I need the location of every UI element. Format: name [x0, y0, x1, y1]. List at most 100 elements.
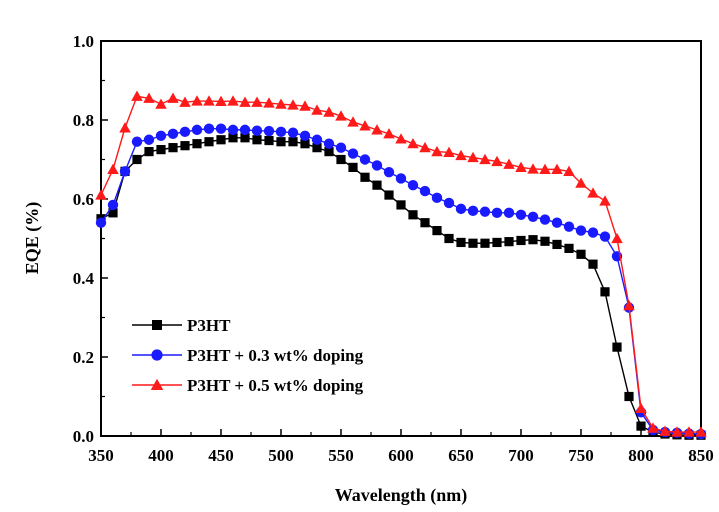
- data-point-p3ht: [408, 210, 418, 220]
- data-point-p3ht-0-3: [107, 199, 119, 211]
- data-point-p3ht-0-3: [311, 134, 323, 145]
- data-point-p3ht-0-3: [419, 185, 431, 197]
- data-point-p3ht-0-5: [503, 158, 515, 169]
- legend-item: P3HT + 0.3 wt% doping: [132, 346, 364, 365]
- data-point-p3ht-0-3: [467, 205, 479, 217]
- data-point-p3ht-0-5: [695, 426, 707, 437]
- data-point-p3ht-0-5: [599, 195, 611, 206]
- data-point-p3ht: [576, 249, 586, 259]
- data-point-p3ht-0-5: [107, 163, 119, 174]
- data-point-p3ht-0-3: [263, 125, 275, 137]
- data-point-p3ht-0-3: [347, 148, 359, 159]
- data-point-p3ht: [540, 236, 550, 246]
- data-point-p3ht-0-3: [335, 142, 347, 153]
- data-point-p3ht-0-3: [575, 225, 587, 236]
- x-axis-ticks: 350 400 450 500 550 600 650 700 750 800 850: [88, 429, 714, 465]
- data-point-p3ht: [420, 218, 430, 228]
- data-point-p3ht-0-5: [431, 145, 443, 157]
- data-point-p3ht: [360, 172, 370, 182]
- data-point-p3ht-0-3: [563, 221, 575, 232]
- data-point-p3ht-0-3: [551, 217, 563, 228]
- data-point-p3ht-0-5: [491, 155, 503, 167]
- legend-marker: [152, 320, 162, 330]
- data-point-p3ht: [228, 133, 238, 143]
- data-point-p3ht-0-5: [179, 96, 191, 107]
- data-point-p3ht: [144, 147, 154, 157]
- data-point-p3ht: [492, 237, 502, 248]
- x-tick-label: 450: [208, 446, 234, 465]
- y-tick-label: 0.2: [73, 348, 94, 367]
- data-point-p3ht: [216, 135, 226, 145]
- data-point-p3ht-0-5: [143, 92, 155, 103]
- data-point-p3ht: [204, 137, 214, 147]
- data-point-p3ht: [264, 135, 274, 146]
- data-point-p3ht-0-5: [323, 106, 335, 117]
- data-point-p3ht-0-5: [443, 146, 455, 157]
- data-point-p3ht-0-5: [539, 163, 551, 174]
- data-point-p3ht-0-5: [287, 99, 299, 110]
- data-point-p3ht-0-5: [347, 116, 359, 127]
- data-point-p3ht: [636, 421, 646, 431]
- data-point-p3ht: [480, 238, 490, 248]
- data-point-p3ht-0-5: [383, 128, 395, 139]
- data-point-p3ht-0-3: [539, 214, 551, 225]
- data-point-p3ht: [312, 143, 322, 153]
- x-tick-label: 400: [148, 446, 174, 465]
- legend-item: P3HT: [132, 316, 231, 335]
- data-point-p3ht-0-3: [515, 209, 527, 220]
- data-point-p3ht-0-3: [491, 207, 503, 219]
- data-point-p3ht-0-3: [407, 179, 419, 191]
- series-p3ht-0-5: [95, 90, 707, 437]
- data-point-p3ht-0-3: [179, 126, 191, 138]
- data-point-p3ht-0-3: [599, 231, 611, 242]
- data-point-p3ht-0-5: [239, 96, 251, 107]
- data-point-p3ht: [276, 137, 286, 147]
- data-point-p3ht: [240, 133, 250, 143]
- data-point-p3ht-0-5: [395, 133, 407, 144]
- data-point-p3ht-0-5: [527, 163, 539, 174]
- y-tick-label: 1.0: [73, 32, 94, 51]
- data-point-p3ht-0-5: [479, 153, 491, 165]
- series-p3ht-0-3: [95, 123, 707, 440]
- x-tick-label: 650: [448, 446, 474, 465]
- data-point-p3ht: [168, 143, 178, 153]
- data-point-p3ht-0-3: [587, 227, 599, 238]
- data-point-p3ht-0-5: [155, 98, 167, 109]
- series-layer: [95, 90, 707, 440]
- x-tick-label: 500: [268, 446, 294, 465]
- data-point-p3ht-0-3: [479, 206, 491, 217]
- data-point-p3ht-0-5: [455, 149, 467, 161]
- legend-label: P3HT + 0.3 wt% doping: [187, 346, 364, 365]
- x-tick-label: 600: [388, 446, 414, 465]
- data-point-p3ht-0-5: [311, 104, 323, 115]
- data-point-p3ht-0-5: [359, 120, 371, 131]
- x-tick-label: 850: [688, 446, 714, 465]
- data-point-p3ht-0-5: [119, 122, 131, 133]
- x-tick-label: 350: [88, 446, 114, 465]
- data-point-p3ht-0-5: [335, 110, 347, 121]
- data-point-p3ht-0-5: [419, 141, 431, 153]
- data-point-p3ht: [516, 235, 526, 246]
- data-point-p3ht-0-3: [287, 127, 299, 138]
- x-tick-label: 800: [628, 446, 654, 465]
- data-point-p3ht-0-5: [407, 137, 419, 149]
- data-point-p3ht-0-5: [635, 402, 647, 413]
- data-point-p3ht-0-5: [587, 187, 599, 198]
- data-point-p3ht-0-5: [515, 161, 527, 172]
- data-point-p3ht: [180, 141, 190, 151]
- data-point-p3ht-0-3: [191, 124, 203, 136]
- data-point-p3ht: [456, 237, 466, 248]
- data-point-p3ht: [588, 259, 598, 269]
- data-point-p3ht: [108, 208, 118, 218]
- data-point-p3ht-0-5: [299, 100, 311, 111]
- data-point-p3ht-0-5: [227, 95, 239, 106]
- legend-marker: [150, 378, 164, 390]
- data-point-p3ht: [384, 190, 394, 200]
- y-tick-label: 0.8: [73, 111, 94, 130]
- data-point-p3ht-0-5: [659, 425, 671, 436]
- data-point-p3ht-0-3: [443, 197, 455, 209]
- data-point-p3ht-0-3: [215, 123, 227, 134]
- data-point-p3ht: [372, 180, 382, 190]
- data-point-p3ht-0-5: [623, 299, 635, 311]
